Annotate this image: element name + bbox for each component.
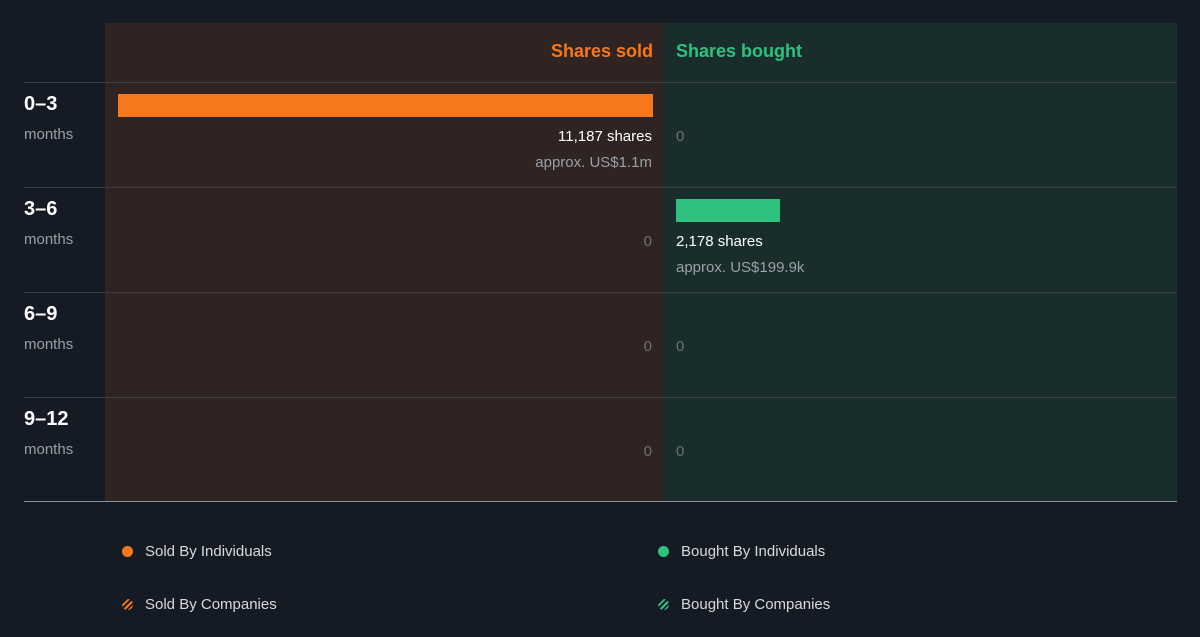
legend-item[interactable]: Bought By Companies — [658, 594, 830, 614]
row-divider — [24, 292, 1177, 293]
shares-bought-header: Shares bought — [676, 41, 803, 61]
legend-label: Sold By Individuals — [145, 542, 272, 560]
bought-bar[interactable] — [676, 199, 781, 222]
period-label: 0–3 — [24, 93, 58, 115]
sold-shares-label: 11,187 shares — [558, 128, 652, 145]
legend-label: Bought By Individuals — [681, 542, 826, 560]
period-unit-label: months — [24, 441, 74, 458]
shares-sold-header: Shares sold — [550, 41, 653, 61]
row-divider — [24, 82, 1177, 83]
period-unit-label: months — [24, 231, 74, 248]
bought-shares-label: 2,178 shares — [676, 233, 763, 250]
bought-approx-value: approx. US$199.9k — [676, 259, 805, 276]
period-label: 6–9 — [24, 303, 58, 325]
row-divider — [24, 187, 1177, 188]
period-label: 9–12 — [24, 408, 69, 430]
period-label: 3–6 — [24, 198, 58, 220]
bought-zero-label: 0 — [676, 338, 685, 355]
row-divider — [24, 397, 1177, 398]
sold-zero-label: 0 — [643, 338, 652, 355]
legend-striped-swatch-icon — [658, 598, 669, 610]
legend-item[interactable]: Sold By Companies — [122, 594, 277, 614]
chart-baseline — [24, 501, 1177, 502]
legend-dot-icon — [122, 545, 133, 557]
period-unit-label: months — [24, 336, 74, 353]
period-unit-label: months — [24, 126, 74, 143]
legend-item[interactable]: Sold By Individuals — [122, 541, 272, 561]
legend-item[interactable]: Bought By Individuals — [658, 541, 825, 561]
sold-zero-label: 0 — [643, 443, 652, 460]
bought-zero-label: 0 — [676, 443, 685, 460]
legend-dot-icon — [658, 545, 669, 557]
legend-label: Sold By Companies — [145, 595, 277, 613]
bought-zero-label: 0 — [676, 128, 685, 145]
sold-approx-value: approx. US$1.1m — [535, 154, 652, 171]
bought-panel — [663, 23, 1177, 501]
sold-bar[interactable] — [118, 94, 653, 117]
legend-label: Bought By Companies — [681, 595, 831, 613]
sold-zero-label: 0 — [643, 233, 652, 250]
legend-striped-swatch-icon — [122, 598, 133, 610]
